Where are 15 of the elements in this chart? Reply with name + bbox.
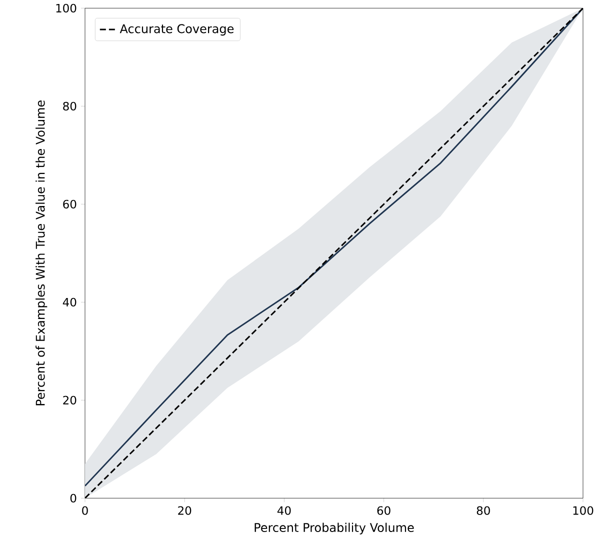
y-tick-label: 40 [62, 298, 76, 306]
legend-label: Accurate Coverage [120, 24, 234, 36]
y-tick-label: 0 [70, 494, 76, 502]
y-tick-label: 60 [63, 200, 76, 208]
x-tick-label: 20 [178, 506, 192, 515]
x-tick-label: 80 [476, 506, 490, 515]
y-tick-label: 100 [56, 4, 76, 12]
x-tick-label: 100 [573, 506, 594, 515]
y-tick-label: 20 [63, 396, 76, 404]
x-axis-title: Percent Probability Volume [254, 522, 414, 534]
x-tick-label: 0 [82, 506, 88, 515]
y-axis-title: Percent of Examples With True Value in the Volume [36, 100, 48, 406]
y-tick-label: 80 [63, 102, 76, 110]
x-tick-label: 40 [277, 506, 291, 515]
x-tick-label: 60 [377, 506, 390, 515]
